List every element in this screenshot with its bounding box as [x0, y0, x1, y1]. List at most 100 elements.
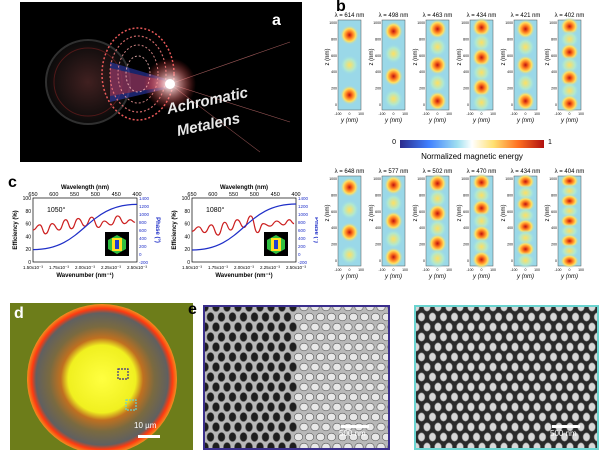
- nanopillar: [456, 307, 464, 312]
- nanopillar: [417, 372, 426, 382]
- nanopillar: [500, 322, 508, 332]
- nanostructure: [239, 372, 248, 382]
- nanostructure: [212, 322, 220, 332]
- nanostructure: [278, 402, 286, 412]
- field-spot: [427, 248, 448, 269]
- nanostructure: [223, 382, 231, 392]
- nanostructure: [289, 422, 297, 432]
- y-tick: 100: [490, 268, 496, 272]
- nanostructure: [360, 332, 370, 342]
- y-tick: -100: [466, 112, 473, 116]
- z-tick: 0: [511, 103, 513, 107]
- nanopillar: [445, 442, 453, 448]
- field-spot: [339, 244, 360, 265]
- y-right-tick-label: 200: [298, 244, 306, 249]
- nanostructure: [360, 432, 370, 442]
- field-spot: [559, 94, 580, 113]
- field-spot: [515, 218, 536, 235]
- nanopillar: [494, 392, 503, 402]
- nanostructure: [294, 312, 304, 322]
- z-tick: 600: [507, 210, 513, 214]
- nanostructure: [245, 342, 253, 352]
- nanopillar: [582, 372, 591, 382]
- field-spot: [559, 243, 580, 259]
- z-axis-label: z (nm): [369, 49, 375, 66]
- z-tick: 400: [463, 226, 469, 230]
- y-right-tick-label: 1000: [139, 212, 150, 217]
- field-spot: [515, 252, 536, 269]
- nanostructure: [371, 352, 381, 362]
- nanopillar: [500, 307, 508, 312]
- y-tick: -100: [334, 268, 341, 272]
- top-tick-label: 450: [112, 192, 121, 198]
- nanostructure: [376, 362, 386, 372]
- nanostructure: [360, 312, 370, 322]
- nanopillar: [489, 307, 497, 312]
- nanostructure: [321, 382, 331, 392]
- nanopillar: [450, 332, 459, 342]
- z-tick: 1000: [461, 177, 469, 181]
- nanostructure: [261, 432, 270, 442]
- x-tick-label: 2.50x10⁻³: [127, 265, 147, 270]
- nanostructure: [267, 422, 275, 432]
- y-tick: 0: [525, 268, 527, 272]
- nanostructure: [349, 312, 359, 322]
- wavelength-label: λ = 470 nm: [467, 169, 497, 175]
- nanostructure: [316, 352, 326, 362]
- field-spot: [515, 19, 536, 39]
- nanostructure: [250, 412, 259, 422]
- nanostructure: [283, 332, 292, 342]
- z-axis-label: z (nm): [413, 205, 419, 222]
- nanopillar: [417, 312, 426, 322]
- panel-letter-a: a: [272, 12, 281, 29]
- nanostructure: [343, 362, 353, 372]
- nanopillar: [450, 352, 459, 362]
- nanostructure: [299, 322, 309, 332]
- nanostructure: [360, 392, 370, 402]
- nanopillar: [450, 372, 459, 382]
- nanopillar: [467, 402, 475, 412]
- field-spot: [339, 199, 360, 220]
- z-axis-label: z (nm): [545, 205, 551, 222]
- y-left-tick-label: 0: [28, 260, 31, 266]
- nanopillar: [445, 382, 453, 392]
- y-left-tick-label: 0: [187, 260, 190, 266]
- nanostructure: [250, 312, 259, 322]
- z-tick: 1000: [461, 21, 469, 25]
- field-spot: [515, 196, 536, 213]
- field-spot: [339, 25, 360, 45]
- nanostructure: [338, 392, 348, 402]
- nanopillar: [533, 342, 541, 352]
- nanostructure: [256, 402, 264, 412]
- nanostructure: [278, 442, 286, 448]
- x-tick-label: 2.00x10⁻³: [75, 265, 95, 270]
- nanopillar: [483, 312, 492, 322]
- nanostructure: [316, 432, 326, 442]
- nanostructure: [365, 402, 375, 412]
- nanopillar: [588, 322, 596, 332]
- y-tick: 0: [437, 268, 439, 272]
- z-tick: 600: [419, 210, 425, 214]
- z-axis-label: z (nm): [369, 205, 375, 222]
- nanopillar: [445, 322, 453, 332]
- nanostructure: [354, 442, 364, 448]
- field-spot: [559, 233, 580, 249]
- field-spot: [383, 247, 404, 267]
- y-right-tick-label: 400: [298, 236, 306, 241]
- nanostructure: [206, 372, 215, 382]
- nanopillar: [538, 372, 547, 382]
- unit-cell-hole: [115, 240, 119, 249]
- y-tick: 0: [569, 268, 571, 272]
- nanostructure: [376, 382, 386, 392]
- nanopillar: [439, 352, 448, 362]
- nanopillar: [467, 362, 475, 372]
- nanopillar: [549, 352, 558, 362]
- nanostructure: [338, 332, 348, 342]
- nanostructure: [234, 422, 242, 432]
- nanostructure: [332, 362, 342, 372]
- nanostructure: [228, 392, 237, 402]
- nanopillar: [544, 382, 552, 392]
- nanostructure: [343, 322, 353, 332]
- nanostructure: [321, 307, 331, 312]
- z-tick: 600: [375, 54, 381, 58]
